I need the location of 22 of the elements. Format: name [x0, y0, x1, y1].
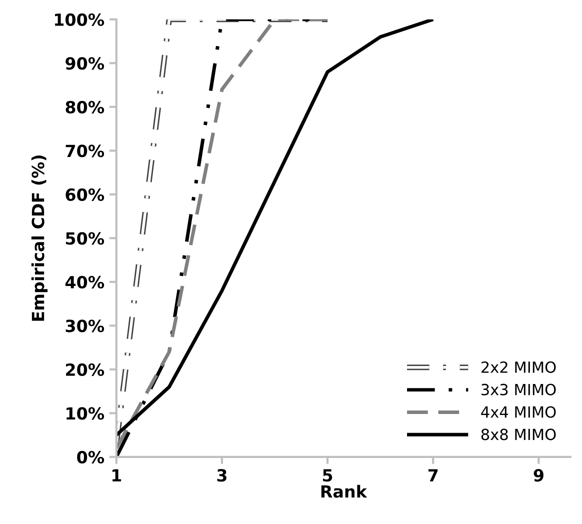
legend-label: 3x3 MIMO	[482, 384, 556, 396]
y-tick-label: 50%	[66, 232, 104, 245]
y-axis-title: Empirical CDF (%)	[31, 156, 48, 321]
y-tick-label: 80%	[66, 100, 104, 114]
y-tick-label: 30%	[66, 320, 104, 332]
y-tick-label: 0%	[77, 450, 104, 464]
y-tick-label: 90%	[66, 57, 104, 70]
y-tick-label: 60%	[66, 188, 104, 201]
x-tick-label: 7	[428, 469, 438, 482]
legend-label: 4x4 MIMO	[481, 406, 556, 418]
y-tick-label: 20%	[66, 363, 104, 376]
y-tick-label: 40%	[65, 276, 104, 288]
y-tick-label: 70%	[66, 144, 104, 158]
x-tick-label: 9	[534, 469, 544, 482]
x-tick-label: 3	[217, 469, 226, 482]
legend-label: 8x8 MIMO	[481, 428, 556, 440]
legend-label: 2x2 MIMO	[481, 361, 556, 373]
y-tick-label: 10%	[66, 407, 104, 420]
x-tick-label: 5	[323, 469, 332, 482]
x-axis-title: Rank	[321, 484, 368, 498]
x-tick-label: 1	[112, 469, 122, 482]
y-tick-label: 100%	[54, 13, 104, 26]
